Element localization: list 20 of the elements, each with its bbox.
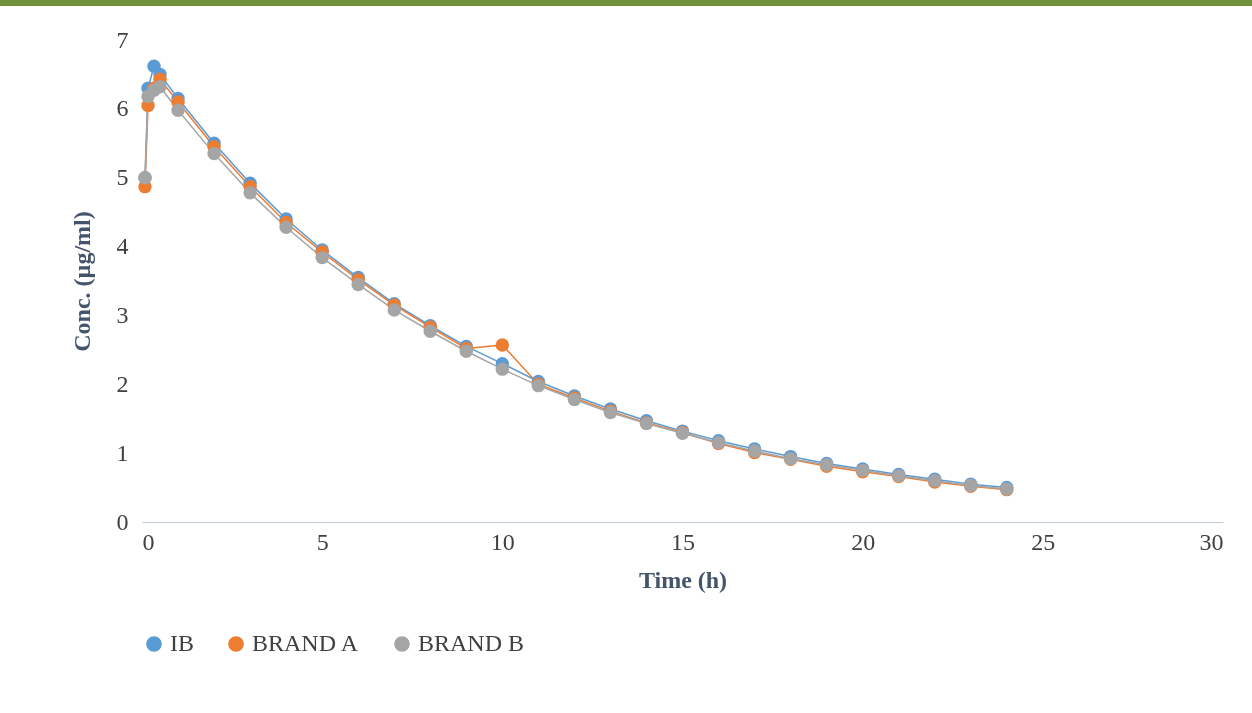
y-tick-label: 3 xyxy=(116,301,129,328)
y-tick-label: 5 xyxy=(116,164,129,191)
x-tick-label: 0 xyxy=(142,528,155,555)
y-tick-label: 6 xyxy=(116,95,129,122)
x-tick-label: 25 xyxy=(1031,528,1056,555)
y-tick-label: 0 xyxy=(116,508,129,535)
x-tick-label: 5 xyxy=(316,528,329,555)
legend-label: BRAND B xyxy=(418,630,525,656)
y-tick-label: 7 xyxy=(116,26,129,53)
y-tick-label: 1 xyxy=(116,439,129,466)
legend-label: BRAND A xyxy=(252,630,359,656)
x-tick-label: 20 xyxy=(851,528,876,555)
x-tick-label: 10 xyxy=(490,528,515,555)
x-axis-title: Time (h) xyxy=(638,566,728,593)
x-tick-label: 15 xyxy=(671,528,695,555)
y-tick-label: 4 xyxy=(116,233,129,260)
legend-label: IB xyxy=(170,630,194,656)
y-tick-label: 2 xyxy=(116,370,129,397)
x-tick-label: 30 xyxy=(1199,528,1224,555)
y-axis-title: Conc. (µg/ml) xyxy=(68,211,95,352)
